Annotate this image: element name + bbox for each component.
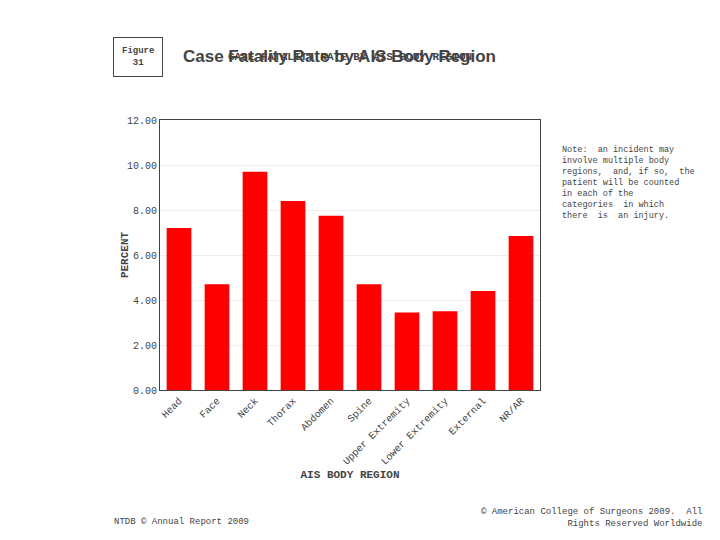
svg-text:External: External xyxy=(447,396,489,438)
svg-text:10.00: 10.00 xyxy=(127,161,157,172)
svg-text:Figure31: Figure31 xyxy=(122,46,154,68)
svg-text:NR/AR: NR/AR xyxy=(498,396,527,425)
svg-text:4.00: 4.00 xyxy=(133,296,157,307)
svg-text:Face: Face xyxy=(198,396,223,421)
svg-text:2.00: 2.00 xyxy=(133,341,157,352)
svg-text:8.00: 8.00 xyxy=(133,206,157,217)
svg-text:Neck: Neck xyxy=(236,396,261,421)
svg-text:Head: Head xyxy=(160,396,185,421)
svg-text:12.00: 12.00 xyxy=(127,116,157,127)
svg-text:Abdomen: Abdomen xyxy=(299,396,336,433)
svg-text:Thorax: Thorax xyxy=(265,396,298,429)
svg-text:Upper Extremity: Upper Extremity xyxy=(341,396,412,467)
svg-text:0.00: 0.00 xyxy=(133,386,157,397)
svg-text:Case Fatality Rate by AIS Body: Case Fatality Rate by AIS Body Region xyxy=(183,47,496,66)
svg-text:Spine: Spine xyxy=(346,396,375,425)
svg-text:AIS BODY REGION: AIS BODY REGION xyxy=(300,469,399,481)
svg-text:Note: an incident mayinvolve: Note: an incident mayinvolve multiple bo… xyxy=(562,145,695,221)
svg-text:PERCENT: PERCENT xyxy=(119,232,131,279)
svg-text:© American College of Surgeons: © American College of Surgeons 2009. All… xyxy=(481,507,702,529)
svg-text:NTDB © Annual Report 2009: NTDB © Annual Report 2009 xyxy=(114,517,249,527)
svg-text:CASE FATALITY RATE BY AIS BODY: CASE FATALITY RATE BY AIS BODY REGION xyxy=(228,51,472,63)
svg-text:Lower Extremity: Lower Extremity xyxy=(379,396,450,467)
svg-text:6.00: 6.00 xyxy=(133,251,157,262)
